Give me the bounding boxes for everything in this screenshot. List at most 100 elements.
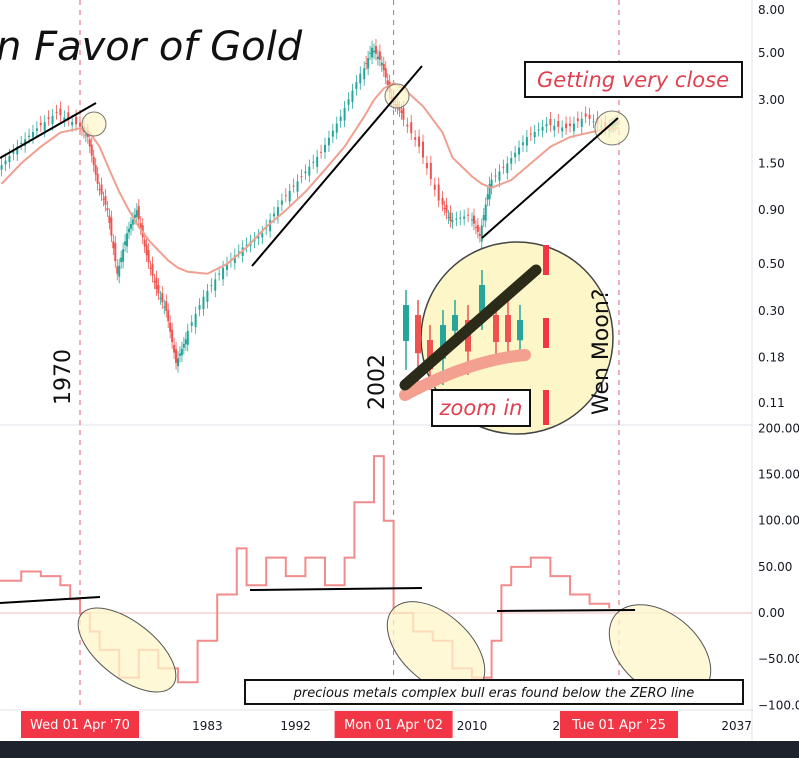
- candle: [378, 51, 381, 60]
- candle: [96, 173, 99, 184]
- candle: [175, 349, 178, 363]
- candle: [184, 339, 187, 345]
- candle: [4, 160, 7, 165]
- candle: [316, 156, 319, 167]
- candle: [327, 137, 330, 146]
- y-tick-label[interactable]: 0.18: [758, 351, 785, 365]
- candle: [557, 121, 560, 127]
- inset-marker-dash: [543, 245, 549, 275]
- candle: [443, 207, 446, 209]
- moving-average-line: [0, 82, 619, 275]
- candle: [376, 56, 379, 60]
- highlight-ellipse: [77, 607, 177, 693]
- date-marker-badge: [21, 711, 139, 738]
- candle: [47, 117, 50, 120]
- candle: [472, 215, 475, 224]
- y-tick-label[interactable]: 3.00: [758, 93, 785, 107]
- inset-candle: [505, 315, 511, 342]
- candle: [261, 233, 264, 238]
- y-tick-label[interactable]: 150.00: [758, 468, 799, 482]
- candle: [429, 162, 432, 180]
- inset-candle: [493, 315, 499, 342]
- candle: [8, 155, 11, 163]
- candle: [71, 121, 74, 126]
- candle: [198, 305, 201, 310]
- candle: [165, 301, 168, 311]
- candle: [135, 210, 138, 217]
- candle: [580, 118, 583, 127]
- candle: [133, 214, 136, 219]
- x-tick-label: 2010: [457, 719, 488, 733]
- candle: [484, 204, 487, 221]
- candle: [433, 184, 436, 190]
- candle: [339, 116, 342, 122]
- inset-marker-dash: [543, 390, 549, 425]
- candle: [98, 189, 101, 191]
- candle: [92, 156, 95, 166]
- candle: [110, 217, 113, 236]
- candle: [320, 151, 323, 153]
- y-tick-label[interactable]: 8.00: [758, 3, 785, 17]
- candle: [67, 112, 70, 120]
- candle: [308, 166, 311, 176]
- getting-close-box: [524, 61, 743, 98]
- candle: [126, 233, 129, 247]
- y-tick-label[interactable]: −50.00: [758, 652, 799, 666]
- candle: [94, 165, 97, 175]
- candle: [478, 233, 481, 236]
- candle: [365, 63, 368, 65]
- candle: [422, 141, 424, 158]
- candle: [406, 124, 409, 127]
- y-tick-label[interactable]: 0.90: [758, 203, 785, 217]
- y-tick-label[interactable]: 50.00: [758, 560, 792, 574]
- candle: [445, 204, 448, 213]
- candle: [139, 223, 142, 229]
- x-tick-label: 2037: [721, 719, 752, 733]
- candle: [143, 239, 146, 247]
- inset-candle: [479, 285, 485, 312]
- candle: [312, 161, 315, 163]
- candle: [476, 225, 479, 232]
- year-label-2002: 2002: [365, 354, 390, 410]
- candle: [167, 310, 170, 322]
- candle: [0, 165, 3, 170]
- y-tick-label[interactable]: 5.00: [758, 46, 785, 60]
- date-marker-label: Wed 01 Apr '70: [30, 718, 130, 733]
- y-tick-label[interactable]: 1.50: [758, 156, 785, 170]
- chart-title: n Favor of Gold: [0, 24, 303, 70]
- candle: [102, 198, 105, 200]
- candle: [592, 121, 595, 123]
- zoom-in-label: zoom in: [439, 396, 523, 420]
- candle: [549, 118, 552, 126]
- candle: [233, 255, 236, 264]
- candle: [414, 137, 417, 140]
- y-tick-label[interactable]: 0.30: [758, 304, 785, 318]
- candle: [149, 267, 152, 269]
- trend-line: [496, 609, 636, 612]
- candle: [418, 136, 421, 147]
- date-marker-label: Mon 01 Apr '02: [344, 718, 443, 733]
- wen-moon-label: Wen Moon?: [589, 289, 614, 415]
- y-tick-label[interactable]: −100.00: [758, 698, 799, 712]
- price-axis-bg: [753, 0, 799, 741]
- candle: [347, 99, 350, 105]
- candle: [124, 241, 127, 245]
- candle: [163, 306, 166, 308]
- y-tick-label[interactable]: 0.50: [758, 257, 785, 271]
- candle: [151, 263, 154, 276]
- y-tick-label[interactable]: 0.11: [758, 396, 785, 410]
- candle: [467, 214, 470, 216]
- y-tick-label[interactable]: 200.00: [758, 421, 799, 435]
- candle: [386, 80, 389, 86]
- y-tick-label[interactable]: 100.00: [758, 514, 799, 528]
- candle: [488, 183, 491, 200]
- trend-line: [249, 587, 423, 591]
- candle: [498, 171, 501, 181]
- getting-close-label: Getting very close: [537, 68, 729, 92]
- candle: [482, 215, 485, 221]
- caption-label: precious metals complex bull eras found …: [293, 686, 695, 701]
- y-tick-label[interactable]: 0.00: [758, 606, 785, 620]
- x-tick-label: 1983: [192, 719, 223, 733]
